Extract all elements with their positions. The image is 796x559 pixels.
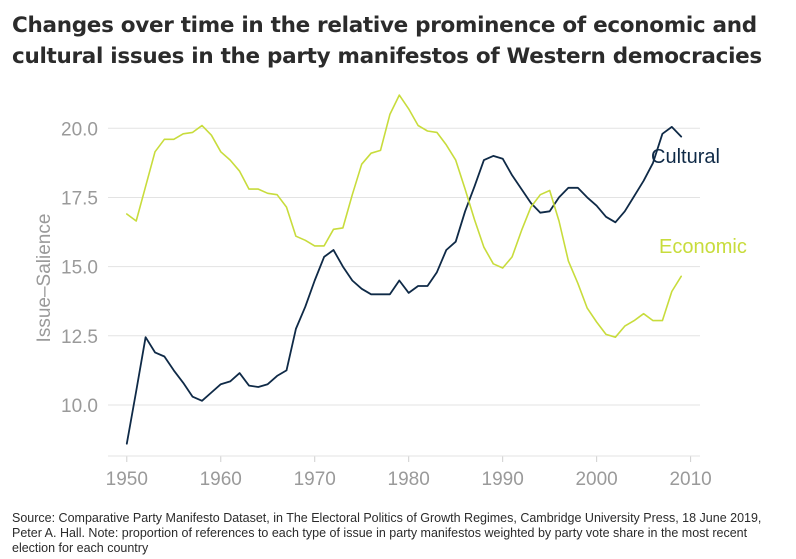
y-axis-label: Issue–Salience [34, 214, 55, 343]
series-line-economic [126, 94, 683, 339]
y-tick-label: 10.0 [61, 396, 98, 417]
source-note: Source: Comparative Party Manifesto Data… [12, 511, 762, 555]
x-tick-label: 2000 [575, 469, 617, 490]
chart-title: Changes over time in the relative promin… [12, 13, 762, 69]
y-tick-label: 15.0 [61, 258, 98, 279]
y-tick-label: 17.5 [61, 188, 98, 209]
series-lines [125, 94, 683, 445]
x-tick-label: 1960 [200, 469, 242, 490]
x-axis: 1950 1960 1970 1980 1990 2000 2010 [106, 456, 712, 490]
grid-lines [108, 127, 700, 406]
x-tick-label: 1990 [482, 469, 524, 490]
x-tick-label: 1950 [106, 469, 148, 490]
y-tick-label: 20.0 [61, 119, 98, 140]
x-tick-label: 1980 [388, 469, 430, 490]
x-tick-label: 1970 [294, 469, 336, 490]
y-tick-label: 12.5 [61, 327, 98, 348]
y-axis: 10.0 12.5 15.0 17.5 20.0 [61, 119, 98, 417]
x-tick-label: 2010 [669, 469, 711, 490]
series-label-cultural: Cultural [651, 146, 720, 168]
series-labels: Cultural Economic [651, 146, 747, 258]
series-line-cultural [125, 126, 683, 445]
series-label-economic: Economic [659, 236, 747, 258]
